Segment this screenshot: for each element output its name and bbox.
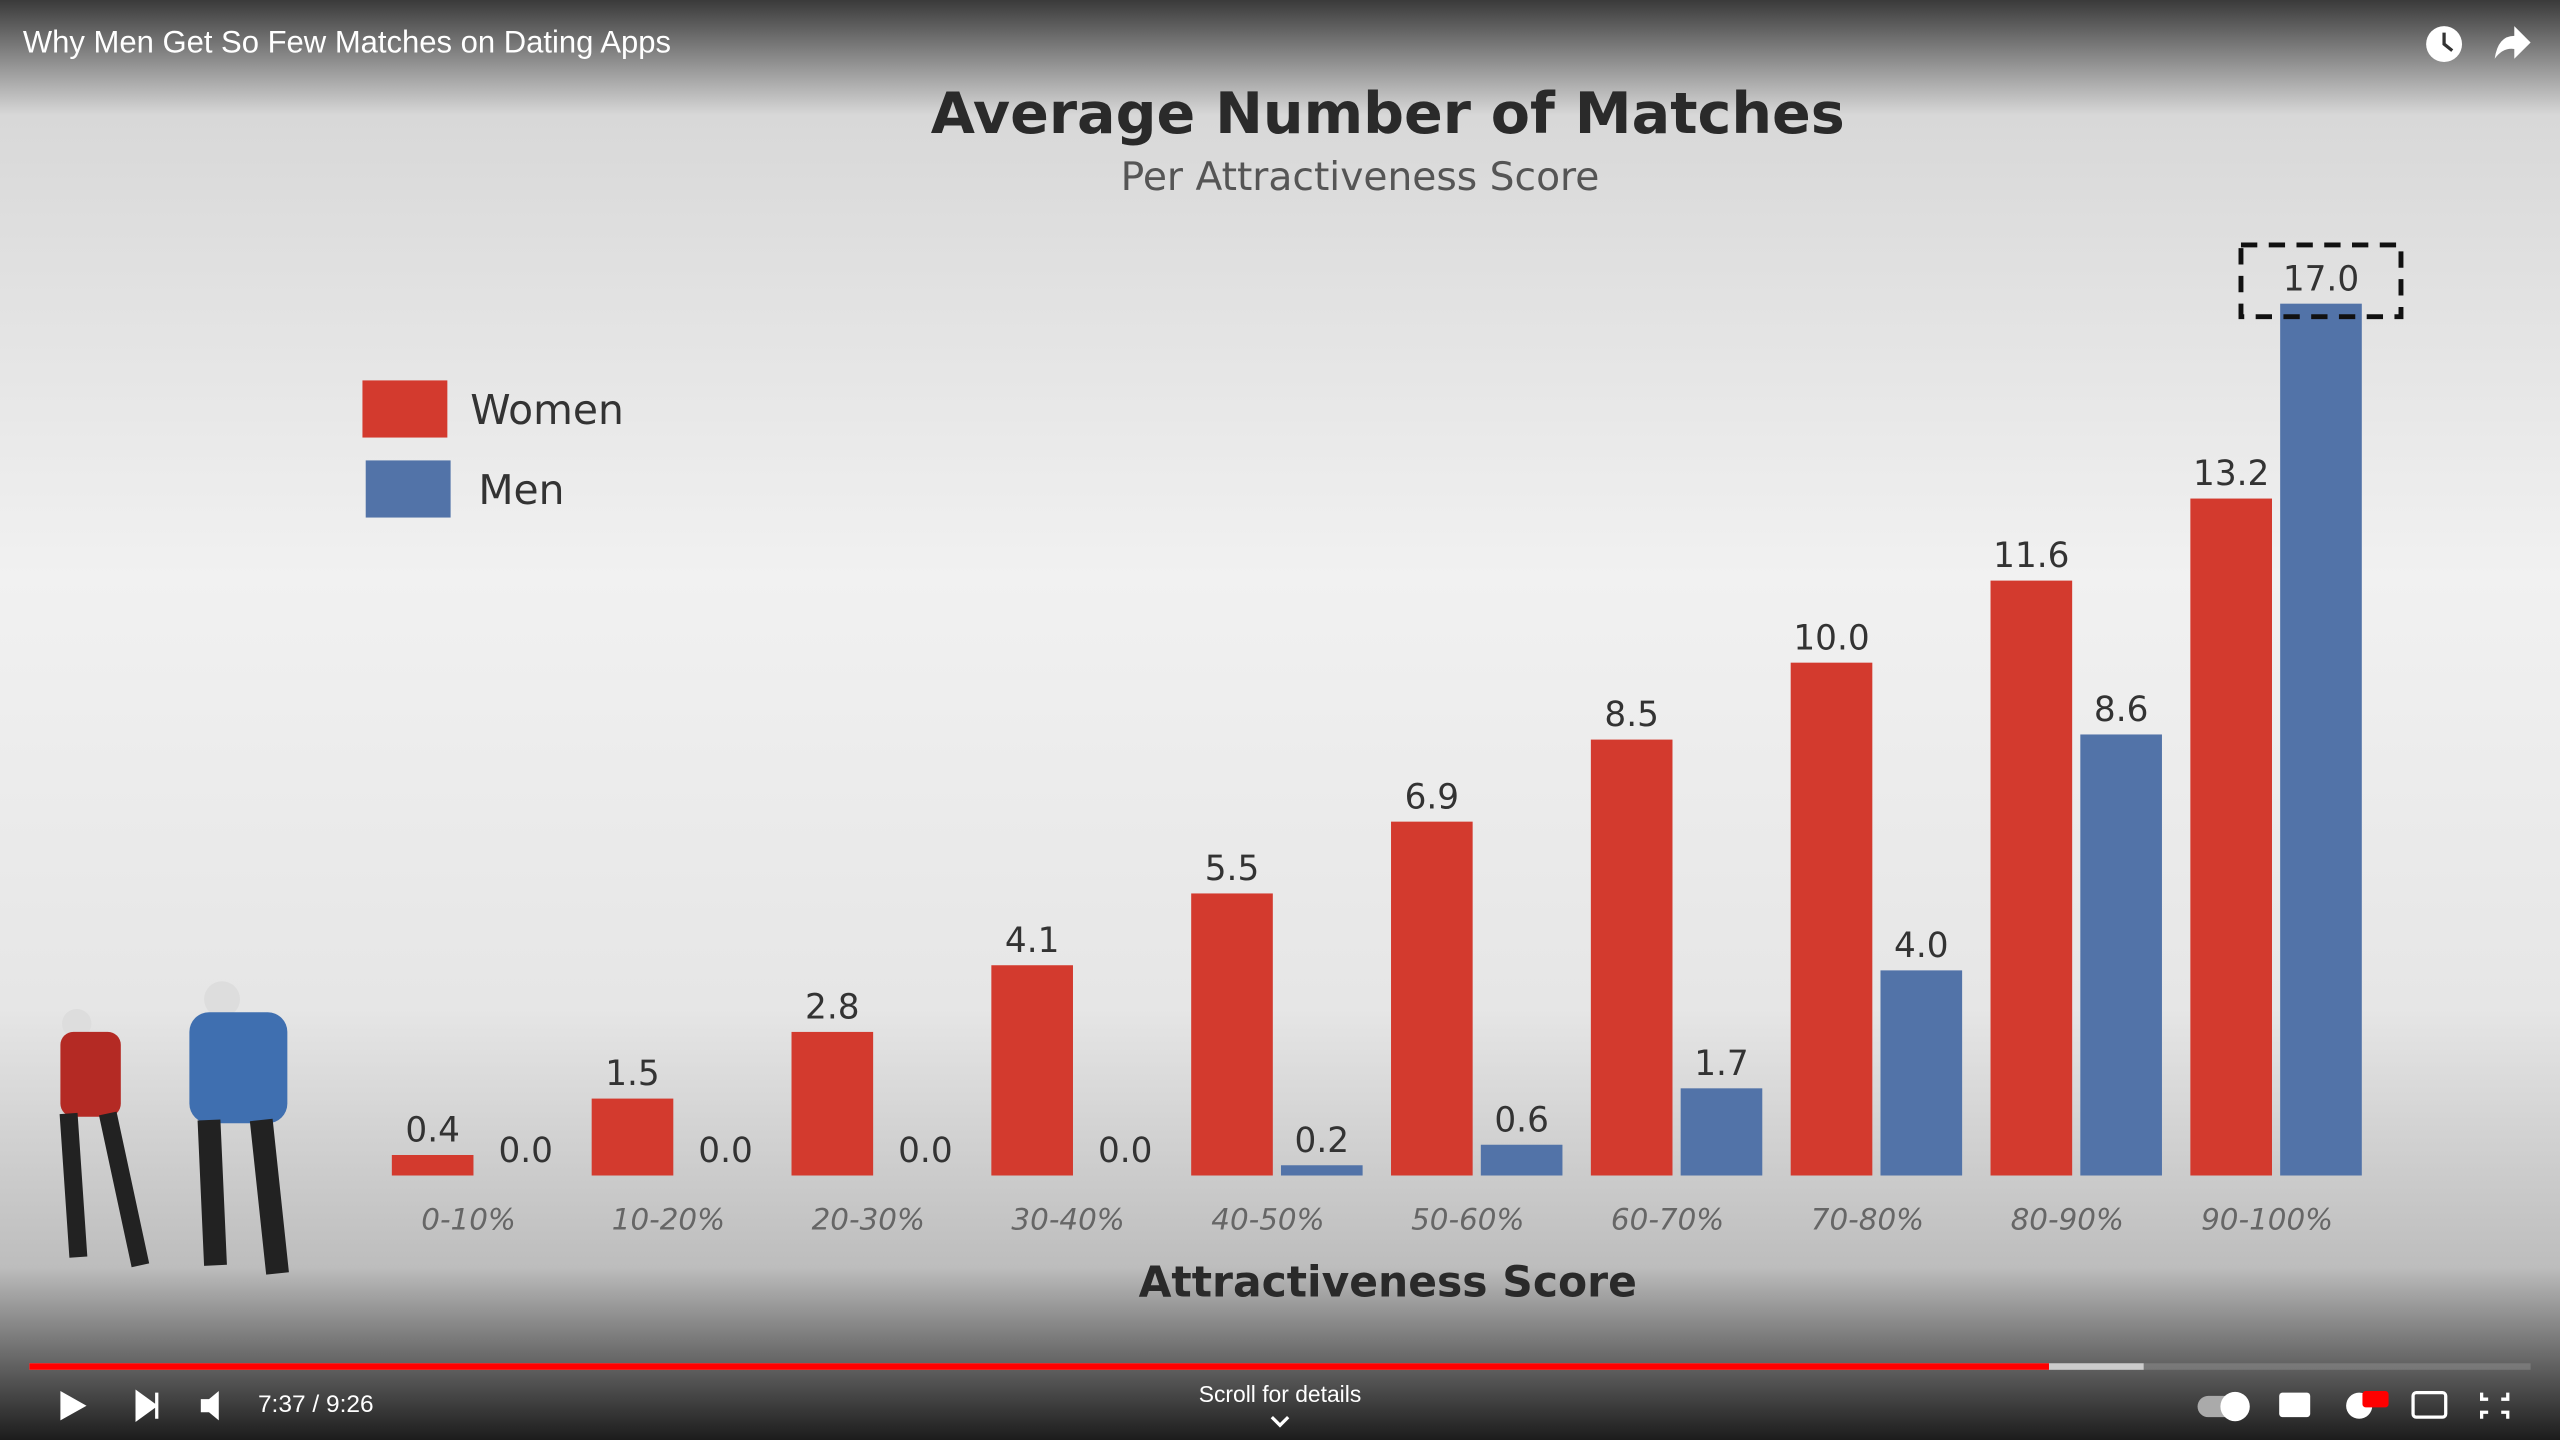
watch-later-button[interactable] xyxy=(2426,26,2463,63)
time-display: 7:37 / 9:26 xyxy=(258,1391,374,1418)
bar xyxy=(791,1031,874,1176)
value-label: 0.0 xyxy=(898,1131,953,1171)
bar xyxy=(1391,821,1473,1176)
x-tick-label: 40-50% xyxy=(1211,1203,1324,1237)
share-button[interactable] xyxy=(2494,26,2531,59)
bar xyxy=(2080,734,2162,1176)
value-label: 5.5 xyxy=(1205,849,1260,889)
highlight-box xyxy=(2238,242,2404,320)
x-tick-label: 10-20% xyxy=(612,1203,725,1237)
play-button[interactable] xyxy=(60,1391,87,1421)
x-tick-label: 70-80% xyxy=(1811,1203,1924,1237)
bar xyxy=(1590,739,1673,1176)
value-label: 2.8 xyxy=(805,988,860,1028)
value-label: 1.7 xyxy=(1694,1044,1749,1084)
value-label: 11.6 xyxy=(1993,536,2069,576)
legend-swatch xyxy=(365,460,451,518)
cc-button[interactable] xyxy=(2279,1392,2311,1418)
chart-title: Average Number of Matches xyxy=(931,81,1845,147)
controls: 7:37 / 9:26 Scroll for details xyxy=(29,1363,2531,1428)
value-label: 4.0 xyxy=(1894,926,1948,966)
value-label: 10.0 xyxy=(1793,618,1869,658)
legend-label: Men xyxy=(478,466,564,514)
value-label: 6.9 xyxy=(1405,777,1460,817)
x-tick-label: 20-30% xyxy=(812,1203,925,1237)
bar xyxy=(1990,580,2073,1176)
figures xyxy=(59,981,289,1275)
value-label: 4.1 xyxy=(1005,921,1060,961)
value-label: 0.6 xyxy=(1494,1100,1549,1140)
cast-button[interactable] xyxy=(2411,1391,2448,1419)
x-tick-label: 80-90% xyxy=(2011,1203,2124,1237)
value-label: 0.2 xyxy=(1295,1121,1350,1161)
scroll-chevron xyxy=(1270,1415,1290,1428)
bar xyxy=(2190,498,2272,1176)
chart: 0-10% 0.4 0.0 10-20% 1.5 0.0 20-30% 2.8 0.0 30-40… xyxy=(362,242,2404,1237)
bar xyxy=(991,965,1073,1176)
bar xyxy=(1880,970,1963,1176)
bar xyxy=(391,1154,474,1176)
next-button[interactable] xyxy=(135,1389,159,1422)
chart-subtitle: Per Attractiveness Score xyxy=(1121,155,1600,200)
video-title[interactable]: Why Men Get So Few Matches on Dating App… xyxy=(23,24,671,59)
mute-button[interactable] xyxy=(200,1391,219,1421)
value-label: 0.0 xyxy=(698,1131,753,1171)
value-label: 8.6 xyxy=(2094,690,2149,730)
x-tick-label: 60-70% xyxy=(1611,1203,1724,1237)
value-label: 17.0 xyxy=(2283,259,2359,299)
x-axis-label: Attractiveness Score xyxy=(1139,1258,1637,1307)
value-label: 0.0 xyxy=(498,1131,553,1171)
bar xyxy=(1280,1165,1363,1176)
bar xyxy=(1790,662,1873,1176)
value-label: 13.2 xyxy=(2193,454,2269,494)
legend-label: Women xyxy=(470,386,624,434)
x-tick-label: 50-60% xyxy=(1411,1203,1524,1237)
scroll-hint[interactable]: Scroll for details xyxy=(1199,1381,1362,1407)
exit-fullscreen-button[interactable] xyxy=(2480,1392,2510,1419)
value-label: 0.4 xyxy=(405,1111,460,1151)
value-label: 1.5 xyxy=(605,1054,660,1094)
bar xyxy=(2280,303,2362,1176)
bar xyxy=(591,1098,674,1176)
bar xyxy=(1191,893,1273,1176)
value-label: 8.5 xyxy=(1604,695,1658,735)
legend-swatch xyxy=(362,380,448,438)
bar xyxy=(1480,1144,1563,1176)
bar xyxy=(1680,1088,1763,1176)
x-tick-label: 0-10% xyxy=(421,1203,516,1237)
x-tick-label: 30-40% xyxy=(1011,1203,1124,1237)
progress-bar xyxy=(29,1363,2049,1370)
x-tick-label: 90-100% xyxy=(2201,1203,2333,1237)
value-label: 0.0 xyxy=(1098,1131,1152,1171)
